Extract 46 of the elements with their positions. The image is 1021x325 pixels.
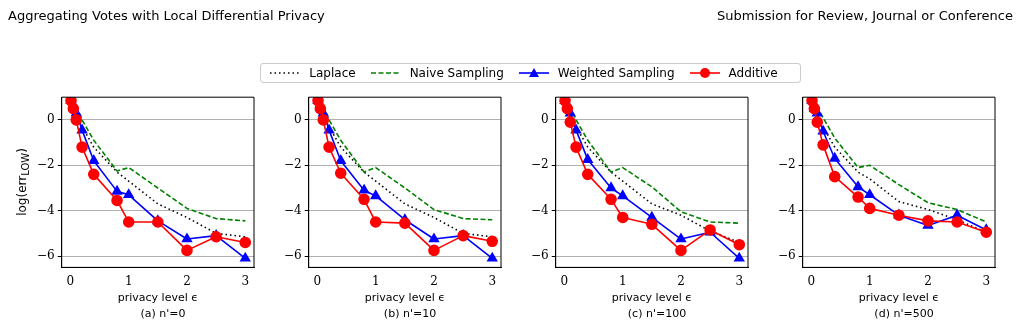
x-tick-label: 1 [124, 273, 133, 288]
y-tick-label: −2 [777, 157, 796, 172]
y-tick-label: 0 [541, 112, 549, 127]
legend-label: Additive [728, 66, 778, 80]
y-tick-label: −4 [777, 202, 797, 217]
x-tick-label: 3 [735, 273, 744, 288]
x-tick-label: 1 [865, 273, 874, 288]
y-tick-label: −6 [530, 248, 549, 263]
x-tick-label: 0 [560, 273, 569, 288]
x-axis-title: privacy level ϵ [858, 291, 939, 305]
text: Submission for Review, Journal or Conference [717, 8, 1013, 23]
y-tick-label: −4 [530, 202, 550, 217]
x-tick-label: 0 [313, 273, 322, 288]
y-tick-label: −2 [283, 157, 302, 172]
y-tick-label: 0 [788, 112, 796, 127]
y-tick-label: −6 [777, 248, 796, 263]
x-axis-title: privacy level ϵ [611, 291, 692, 305]
y-tick-label: 0 [47, 112, 55, 127]
legend-label: Weighted Sampling [557, 66, 675, 80]
x-tick-label: 0 [66, 273, 75, 288]
text: (c) n'=100 [626, 307, 688, 320]
x-axis-title: privacy level ϵ [117, 291, 198, 305]
x-tick-label: 2 [924, 273, 932, 288]
text: (d) n'=500 [873, 307, 935, 320]
y-tick-label: −2 [530, 157, 549, 172]
y-tick-label: −6 [283, 248, 302, 263]
y-tick-label: −4 [283, 202, 303, 217]
x-tick-label: 3 [241, 273, 250, 288]
y-tick-label: −4 [36, 202, 56, 217]
x-axis-title: privacy level ϵ [364, 291, 445, 305]
x-tick-label: 0 [807, 273, 816, 288]
x-tick-label: 2 [183, 273, 191, 288]
x-tick-label: 1 [618, 273, 627, 288]
x-tick-label: 2 [430, 273, 438, 288]
legend-label: Laplace [309, 66, 356, 80]
x-tick-label: 2 [677, 273, 685, 288]
x-tick-label: 3 [982, 273, 991, 288]
text: (b) n'=10 [382, 307, 438, 320]
x-tick-label: 3 [488, 273, 497, 288]
y-tick-label: 0 [294, 112, 302, 127]
y-tick-label: −6 [36, 248, 55, 263]
legend-label: Naive Sampling [409, 66, 504, 80]
text: (a) n'=0 [139, 307, 187, 320]
text: Aggregating Votes with Local Differential Privacy [8, 8, 325, 23]
y-tick-label: −2 [36, 157, 55, 172]
x-tick-label: 1 [371, 273, 380, 288]
